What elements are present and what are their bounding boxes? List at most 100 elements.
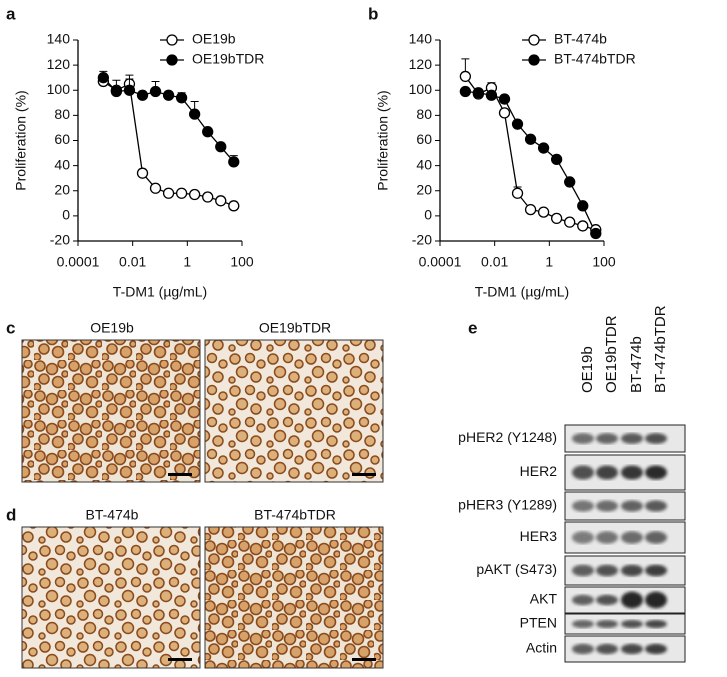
legend-label: OE19b — [192, 31, 236, 47]
band — [596, 531, 618, 544]
protein-label: pHER3 (Y1289) — [458, 497, 557, 513]
lane-label: OE19bTDR — [603, 315, 620, 393]
y-tick-label: 40 — [54, 156, 70, 172]
y-tick-label: 60 — [416, 131, 432, 147]
data-point — [202, 126, 214, 138]
data-point — [524, 203, 537, 216]
data-point — [175, 92, 188, 104]
panel-label: b — [368, 4, 378, 23]
panel-label: a — [6, 4, 16, 23]
y-tick-label: 100 — [47, 81, 71, 97]
band — [621, 465, 643, 480]
data-point — [175, 187, 188, 199]
protein-label: HER3 — [520, 528, 558, 544]
data-point — [498, 93, 511, 105]
data-point — [215, 195, 227, 207]
band — [572, 500, 594, 512]
band — [572, 465, 594, 480]
legend-label: OE19bTDR — [192, 51, 264, 67]
y-tick-label: 100 — [409, 81, 433, 97]
data-point — [123, 84, 136, 96]
data-point — [564, 176, 576, 188]
band — [572, 564, 594, 577]
band — [596, 643, 618, 655]
x-axis-label: T-DM1 (µg/mL) — [475, 284, 569, 300]
y-tick-label: 0 — [62, 207, 70, 223]
data-point — [577, 200, 589, 212]
band — [621, 643, 643, 655]
scale-bar — [352, 658, 376, 661]
protein-label: AKT — [530, 591, 558, 607]
band — [596, 564, 618, 577]
legend-marker — [166, 54, 178, 66]
data-point — [162, 89, 175, 101]
data-point — [459, 85, 472, 98]
band — [645, 564, 667, 577]
data-point — [511, 118, 524, 130]
y-tick-label: 140 — [47, 31, 71, 47]
band — [621, 591, 643, 609]
band — [621, 620, 643, 628]
legend-label: BT-474bTDR — [554, 51, 636, 67]
lane-label: BT-474bTDR — [652, 305, 669, 393]
protein-label: HER2 — [520, 463, 558, 479]
y-tick-label: 120 — [47, 56, 71, 72]
y-tick-label: 80 — [416, 106, 432, 122]
y-tick-label: 120 — [409, 56, 433, 72]
band — [572, 620, 594, 628]
x-tick-label: 1 — [545, 254, 553, 270]
band — [645, 643, 667, 655]
data-point — [550, 153, 563, 165]
scale-bar — [168, 473, 192, 476]
band — [645, 620, 667, 628]
data-point — [162, 187, 175, 199]
x-axis-label: T-DM1 (µg/mL) — [113, 284, 207, 300]
band — [645, 591, 667, 609]
scale-bar — [168, 658, 192, 661]
data-point — [215, 141, 227, 153]
y-tick-label: 40 — [416, 156, 432, 172]
y-tick-label: -20 — [412, 232, 432, 248]
legend-marker — [528, 54, 540, 66]
data-point — [537, 206, 550, 218]
x-tick-label: 100 — [230, 254, 254, 270]
scale-bar — [352, 473, 376, 476]
data-point — [136, 167, 149, 179]
protein-label: Actin — [526, 640, 557, 656]
band — [572, 531, 594, 544]
y-tick-label: 60 — [54, 131, 70, 147]
y-tick-label: 20 — [54, 181, 70, 197]
panel-label: c — [6, 318, 15, 337]
data-point — [188, 188, 201, 201]
data-point — [228, 156, 240, 168]
band — [621, 531, 643, 544]
y-tick-label: 80 — [54, 106, 70, 122]
lane-label: OE19b — [579, 346, 596, 393]
y-tick-label: -20 — [50, 232, 70, 248]
protein-label: pHER2 (Y1248) — [458, 429, 557, 445]
micrograph — [21, 339, 201, 483]
band — [572, 594, 594, 606]
data-point — [485, 89, 498, 101]
band — [596, 620, 618, 628]
data-point — [590, 227, 602, 240]
band — [645, 465, 667, 480]
band — [596, 433, 618, 444]
data-point — [511, 187, 524, 199]
micrograph — [204, 526, 384, 669]
data-point — [459, 70, 472, 83]
micrograph-title: BT-474b — [86, 507, 139, 523]
legend-label: BT-474b — [554, 31, 607, 47]
band — [621, 500, 643, 512]
data-point — [524, 133, 537, 145]
x-tick-label: 0.01 — [481, 254, 508, 270]
data-point — [550, 212, 563, 225]
micrograph-title: BT-474bTDR — [254, 507, 336, 523]
data-point — [472, 87, 485, 99]
legend-marker — [528, 34, 540, 46]
data-point — [577, 220, 589, 232]
micrographs: c OE19b OE19bTDR d BT-474b BT-474bTDR — [6, 318, 384, 669]
band — [596, 500, 618, 512]
y-tick-label: 0 — [424, 207, 432, 223]
